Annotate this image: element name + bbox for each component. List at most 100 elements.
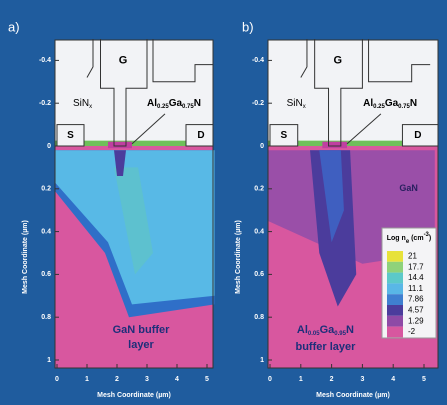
y-tick-label: 0.8 <box>254 314 264 321</box>
density-region <box>319 150 344 243</box>
y-tick-label: 0.6 <box>41 271 51 278</box>
y-tick-label: 0.2 <box>41 186 51 193</box>
text-part: N <box>410 98 417 109</box>
panel-label: a) <box>8 19 20 34</box>
text-part: Ga <box>320 324 336 336</box>
barrier-layer <box>55 140 213 146</box>
text-part: Log n <box>387 235 406 242</box>
y-axis-title: Mesh Coordinate (µm) <box>235 220 242 294</box>
y-tick-label: -0.2 <box>252 100 264 107</box>
gate-label: G <box>333 54 342 66</box>
colorbar-label: 4.57 <box>408 306 424 315</box>
y-tick-label: 0.8 <box>41 314 51 321</box>
source-contact <box>56 124 85 147</box>
barrier-layer <box>268 140 438 146</box>
colorbar-swatch <box>387 315 403 327</box>
gate-outline <box>314 39 363 147</box>
colorbar-swatch <box>387 272 403 284</box>
region-label: layer <box>128 339 154 351</box>
colorbar-label: 14.4 <box>408 273 424 282</box>
y-tick-label: 0.4 <box>254 228 264 235</box>
gate-label: G <box>119 54 128 66</box>
passivation-label: SiNx <box>287 98 306 110</box>
channel-spot <box>322 141 347 149</box>
y-tick-label: -0.4 <box>252 57 264 64</box>
channel-label: GaN <box>399 183 418 193</box>
x-tick-label: 1 <box>299 376 303 383</box>
y-tick-label: 1 <box>260 357 264 364</box>
colorbar-label: -2 <box>408 327 416 336</box>
colorbar-title: Log ne (cm-3) <box>387 232 432 245</box>
passivation-label: SiNx <box>73 98 92 110</box>
region-label: buffer layer <box>295 341 356 353</box>
text-part: 0.25 <box>373 104 385 110</box>
source-label: S <box>67 130 74 141</box>
density-region <box>114 150 126 176</box>
x-tick-label: 5 <box>205 376 209 383</box>
text-part: N <box>194 98 201 109</box>
x-tick-label: 4 <box>175 376 179 383</box>
colorbar-label: 11.1 <box>408 284 424 293</box>
text-part: Ga <box>385 98 399 109</box>
source-contact <box>269 124 299 147</box>
y-tick-label: -0.2 <box>39 100 51 107</box>
region-label: Al0.05Ga0.95N <box>297 324 354 337</box>
barrier-label: Al0.25Ga0.75N <box>147 98 201 110</box>
x-axis-title: Mesh Coordinate (µm) <box>316 392 390 399</box>
text-part: Al <box>363 98 373 109</box>
text-part: 0.75 <box>182 104 194 110</box>
text-part: 0.05 <box>308 331 320 337</box>
drain-label: D <box>414 130 421 141</box>
x-tick-label: 5 <box>422 376 426 383</box>
plot-frame <box>54 39 214 369</box>
text-part: SiN <box>73 98 89 109</box>
x-tick-label: 0 <box>55 376 59 383</box>
y-tick-label: 0.6 <box>254 271 264 278</box>
text-part: Al <box>147 98 157 109</box>
text-part: x <box>89 104 92 110</box>
text-part: -3 <box>424 232 430 238</box>
colorbar-swatch <box>387 305 403 316</box>
panel-label: b) <box>242 19 254 34</box>
drain-label: D <box>197 130 204 141</box>
field-plate <box>152 39 213 83</box>
text-part: 0.75 <box>398 104 410 110</box>
y-tick-label: 0.4 <box>41 228 51 235</box>
x-tick-label: 2 <box>330 376 334 383</box>
colorbar-swatch <box>387 283 403 295</box>
y-tick-label: 1 <box>47 357 51 364</box>
plot-frame <box>267 39 439 369</box>
colorbar-swatch <box>387 251 403 262</box>
density-region <box>114 167 153 275</box>
x-tick-label: 4 <box>391 376 395 383</box>
text-part: 0.95 <box>334 331 346 337</box>
gate-outline <box>100 39 148 147</box>
colorbar-label: 1.29 <box>408 316 424 325</box>
colorbar-label: 7.86 <box>408 295 424 304</box>
text-part: x <box>303 104 306 110</box>
region-label: GaN buffer <box>113 324 171 336</box>
x-axis-title: Mesh Coordinate (µm) <box>97 392 171 399</box>
x-tick-label: 0 <box>268 376 272 383</box>
text-part: Al <box>297 324 308 336</box>
channel-spot <box>108 141 132 149</box>
x-tick-label: 3 <box>360 376 364 383</box>
text-part: (cm <box>409 235 423 242</box>
colorbar-label: 21 <box>408 252 417 261</box>
colorbar-swatch <box>387 294 403 305</box>
y-axis-title: Mesh Coordinate (µm) <box>22 220 29 294</box>
barrier-arrow <box>131 113 166 145</box>
colorbar-swatch <box>387 261 403 273</box>
field-plate <box>86 39 94 78</box>
text-part: e <box>406 239 410 245</box>
text-part: 0.25 <box>157 104 169 110</box>
text-part: SiN <box>287 98 303 109</box>
barrier-arrow <box>346 113 382 145</box>
x-tick-label: 1 <box>85 376 89 383</box>
x-tick-label: 3 <box>145 376 149 383</box>
source-label: S <box>281 130 288 141</box>
x-tick-label: 2 <box>115 376 119 383</box>
y-tick-label: 0 <box>47 143 51 150</box>
field-plate <box>300 39 308 78</box>
